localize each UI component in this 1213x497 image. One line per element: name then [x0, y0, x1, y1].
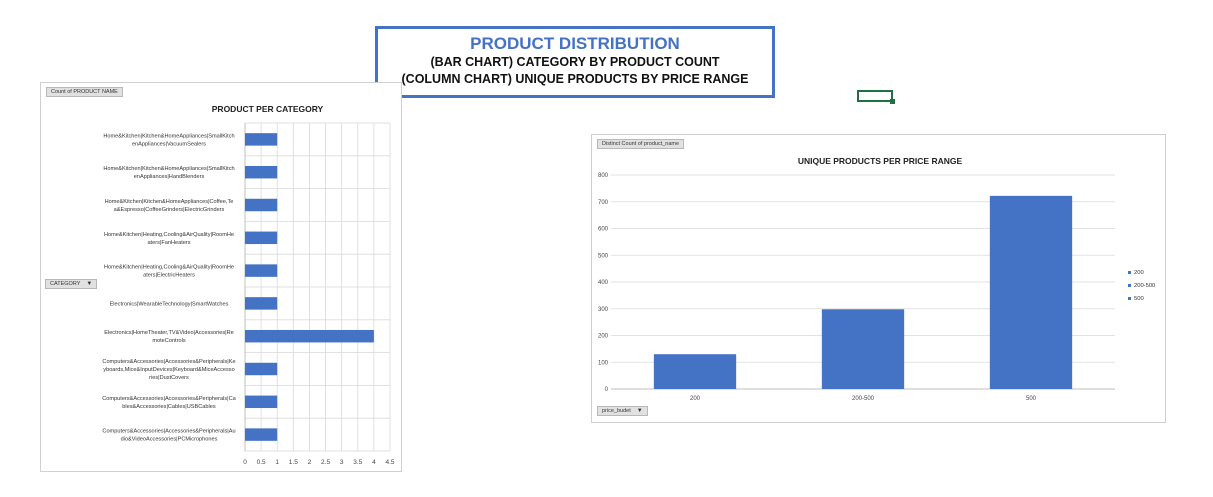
- category-bar-chart[interactable]: Count of PRODUCT NAME CATEGORY ▼ PRODUCT …: [40, 82, 402, 472]
- x-tick-label: 1: [275, 459, 279, 466]
- legend-entry: 200-500: [1134, 283, 1155, 289]
- bar[interactable]: [245, 133, 278, 146]
- x-tick-label: 2: [308, 459, 312, 466]
- category-field-label: CATEGORY: [50, 281, 81, 287]
- y-tick-label: 600: [598, 227, 609, 233]
- category-label: Home&Kitchen|Kitchen&HomeAppliances|Smal…: [103, 166, 234, 180]
- count-field-label: Count of PRODUCT NAME: [51, 89, 118, 95]
- bar[interactable]: [245, 198, 278, 212]
- column[interactable]: [653, 354, 737, 389]
- chart-title: PRODUCT PER CATEGORY: [212, 104, 324, 114]
- category-label: Electronics|HomeTheater,TV&Video|Accesso…: [104, 330, 234, 344]
- bar[interactable]: [245, 264, 278, 277]
- x-tick-label: 3: [340, 459, 344, 466]
- legend-swatch: [1128, 271, 1131, 274]
- y-tick-label: 800: [598, 173, 609, 179]
- category-bar-plot: PRODUCT PER CATEGORY 0 0.5 1 1.5 2 2.5 3 3.5 4 4.5…: [102, 104, 395, 466]
- distinct-count-field-button[interactable]: Distinct Count of product_name: [597, 139, 685, 149]
- chart-title: UNIQUE PRODUCTS PER PRICE RANGE: [798, 156, 963, 166]
- bar[interactable]: [245, 165, 278, 179]
- y-tick-label: 700: [598, 200, 609, 206]
- price-budget-field-label: price_budet: [602, 408, 631, 414]
- price-range-column-chart[interactable]: Distinct Count of product_name price_bud…: [591, 134, 1166, 423]
- y-tick-label: 500: [598, 253, 609, 259]
- category-label: Computers&Accessories|Accessories&Periph…: [102, 359, 235, 381]
- bar[interactable]: [245, 297, 278, 310]
- price-range-column-plot: UNIQUE PRODUCTS PER PRICE RANGE 0 100 200 30…: [598, 156, 1155, 402]
- category-label: Home&Kitchen|Heating,Cooling&AirQuality|…: [104, 232, 234, 246]
- x-tick-label: 1.5: [289, 459, 298, 466]
- y-tick-label: 0: [605, 387, 609, 393]
- category-label: Computers&Accessories|Accessories&Periph…: [102, 396, 236, 410]
- dashboard-title: PRODUCT DISTRIBUTION: [470, 34, 680, 53]
- legend-swatch: [1128, 284, 1131, 287]
- bar[interactable]: [245, 428, 278, 441]
- column[interactable]: [989, 195, 1073, 389]
- price-budget-field-button[interactable]: price_budet ▼: [597, 406, 648, 416]
- x-tick-label: 200-500: [852, 396, 875, 402]
- filter-dropdown-icon[interactable]: ▼: [86, 281, 93, 287]
- bar[interactable]: [245, 362, 278, 376]
- x-tick-label: 4.5: [385, 459, 394, 466]
- category-field-button[interactable]: CATEGORY ▼: [45, 279, 98, 289]
- x-tick-label: 0: [243, 459, 247, 466]
- dashboard-title-box: PRODUCT DISTRIBUTION (BAR CHART) CATEGOR…: [375, 26, 775, 98]
- bar[interactable]: [245, 329, 374, 343]
- category-label: Computers&Accessories|Accessories&Periph…: [102, 429, 235, 443]
- dashboard-subtitle-bar: (BAR CHART) CATEGORY BY PRODUCT COUNT: [430, 55, 720, 69]
- y-tick-label: 400: [598, 280, 609, 286]
- category-label: Home&Kitchen|Kitchen&HomeAppliances|Smal…: [103, 133, 234, 147]
- count-field-button[interactable]: Count of PRODUCT NAME: [46, 87, 123, 97]
- x-tick-label: 4: [372, 459, 376, 466]
- bar[interactable]: [245, 231, 278, 245]
- category-label: Home&Kitchen|Heating,Cooling&AirQuality|…: [104, 265, 234, 279]
- legend-entry: 500: [1134, 296, 1144, 302]
- x-tick-label: 3.5: [353, 459, 362, 466]
- category-label: Electronics|WearableTechnology|SmartWatc…: [110, 301, 229, 307]
- legend-swatch: [1128, 297, 1131, 300]
- y-tick-label: 300: [598, 307, 609, 313]
- x-tick-label: 200: [690, 396, 701, 402]
- x-tick-label: 0.5: [257, 459, 266, 466]
- filter-dropdown-icon[interactable]: ▼: [636, 408, 643, 414]
- x-tick-label: 500: [1026, 396, 1037, 402]
- bar[interactable]: [245, 395, 278, 409]
- legend-entry: 200: [1134, 270, 1144, 276]
- column[interactable]: [821, 309, 905, 389]
- distinct-count-field-label: Distinct Count of product_name: [602, 141, 680, 147]
- selected-cell[interactable]: [857, 90, 895, 104]
- y-tick-label: 100: [598, 360, 609, 366]
- dashboard-subtitle-column: (COLUMN CHART) UNIQUE PRODUCTS BY PRICE …: [401, 72, 749, 86]
- x-tick-label: 2.5: [321, 459, 330, 466]
- category-label: Home&Kitchen|Kitchen&HomeAppliances|Coff…: [105, 199, 234, 213]
- y-tick-label: 200: [598, 334, 609, 340]
